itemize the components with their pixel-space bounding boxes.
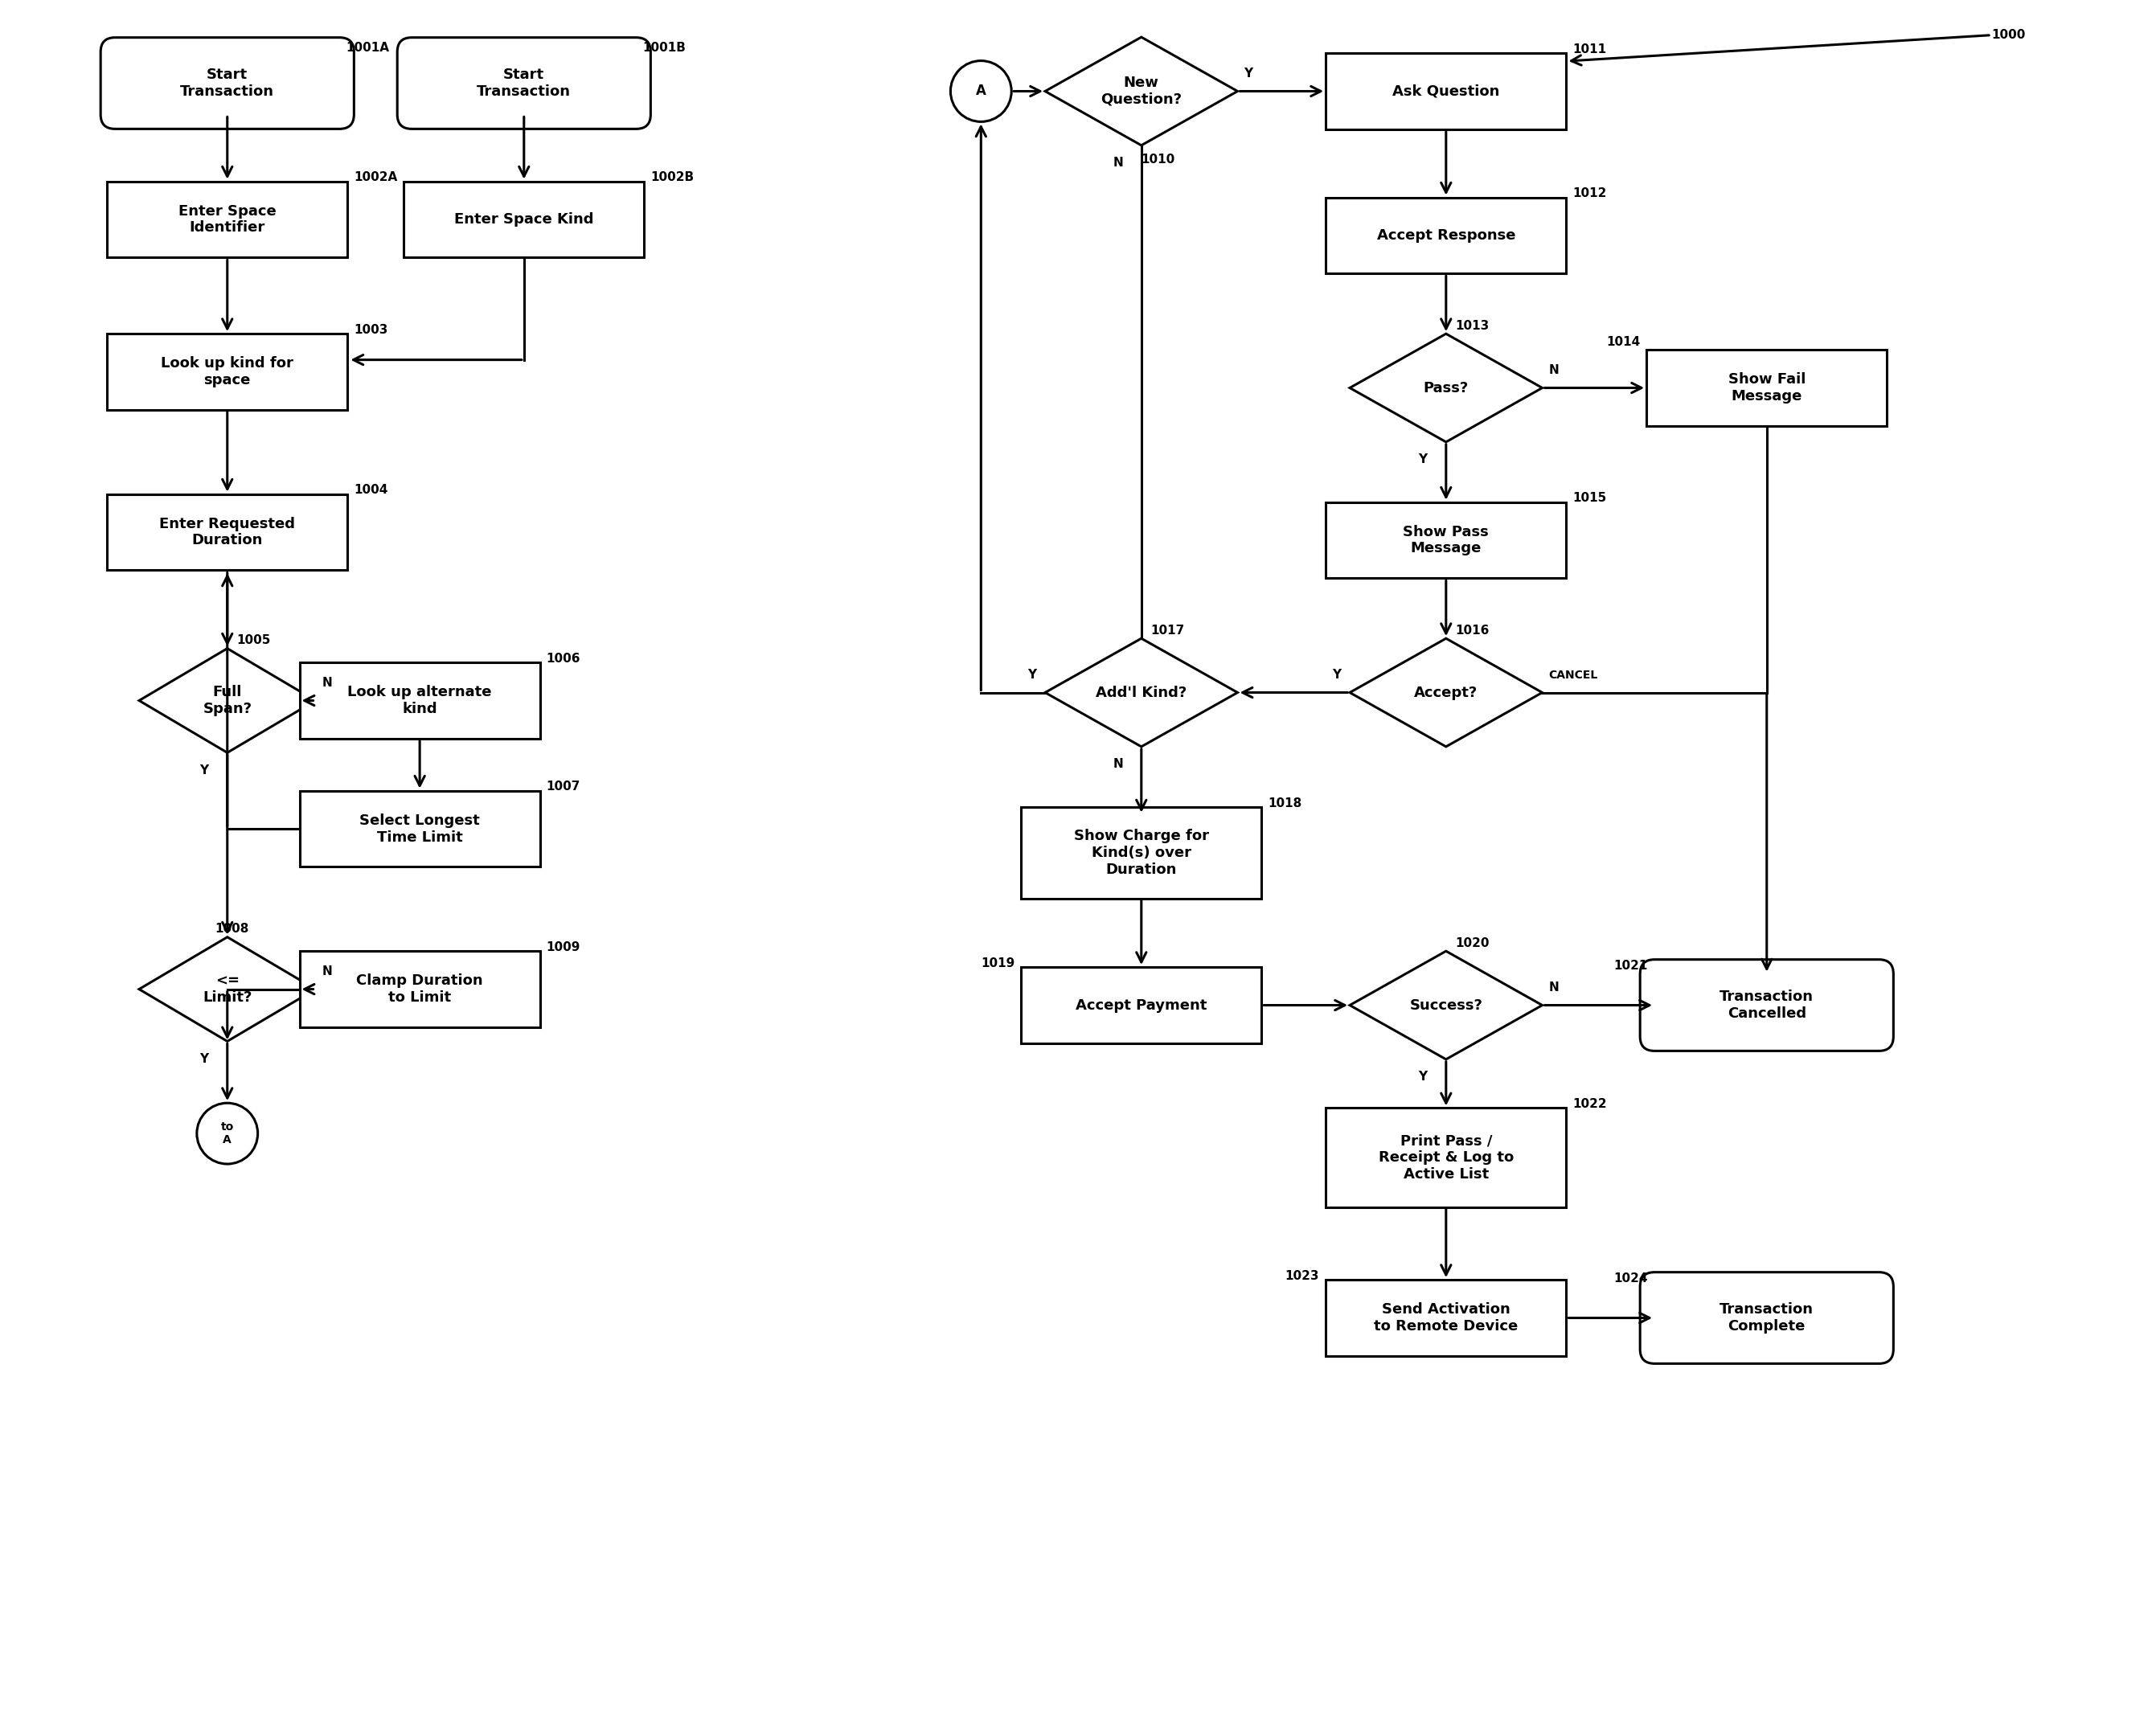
- Text: 1020: 1020: [1455, 936, 1490, 948]
- Text: N: N: [321, 965, 332, 978]
- Text: Send Activation
to Remote Device: Send Activation to Remote Device: [1373, 1303, 1518, 1334]
- Text: N: N: [1112, 759, 1123, 771]
- Text: Transaction
Complete: Transaction Complete: [1720, 1303, 1813, 1334]
- Text: 1004: 1004: [354, 484, 388, 496]
- Text: 1014: 1014: [1606, 336, 1641, 348]
- Text: 1001A: 1001A: [345, 41, 390, 53]
- Bar: [300, 663, 539, 738]
- Text: Show Pass
Message: Show Pass Message: [1404, 525, 1490, 556]
- Text: Enter Space
Identifier: Enter Space Identifier: [179, 203, 276, 236]
- Text: 1023: 1023: [1285, 1270, 1319, 1282]
- Text: 1024: 1024: [1615, 1272, 1647, 1284]
- Text: Accept Payment: Accept Payment: [1076, 998, 1207, 1012]
- Circle shape: [951, 60, 1011, 122]
- Bar: [1022, 967, 1261, 1043]
- Text: Full
Span?: Full Span?: [203, 685, 252, 716]
- Text: Success?: Success?: [1410, 998, 1483, 1012]
- Text: N: N: [321, 676, 332, 688]
- Text: 1003: 1003: [354, 324, 388, 336]
- Text: Show Fail
Message: Show Fail Message: [1727, 372, 1805, 403]
- Text: Add'l Kind?: Add'l Kind?: [1095, 685, 1186, 700]
- Text: 1007: 1007: [545, 781, 580, 793]
- Text: New
Question?: New Question?: [1102, 76, 1181, 107]
- Text: N: N: [1548, 365, 1559, 377]
- Bar: [1022, 807, 1261, 898]
- Text: <=
Limit?: <= Limit?: [203, 974, 252, 1005]
- Bar: [403, 181, 645, 258]
- FancyBboxPatch shape: [101, 38, 354, 129]
- Text: Enter Requested
Duration: Enter Requested Duration: [160, 516, 295, 547]
- Text: 1012: 1012: [1572, 188, 1606, 200]
- Text: 1009: 1009: [545, 941, 580, 953]
- Text: 1010: 1010: [1141, 153, 1175, 165]
- Bar: [300, 952, 539, 1027]
- Text: Show Charge for
Kind(s) over
Duration: Show Charge for Kind(s) over Duration: [1074, 830, 1210, 876]
- Text: N: N: [1112, 157, 1123, 169]
- Polygon shape: [140, 936, 315, 1041]
- Text: Accept?: Accept?: [1414, 685, 1477, 700]
- Text: 1018: 1018: [1268, 797, 1302, 809]
- Text: Y: Y: [1419, 454, 1427, 466]
- Polygon shape: [140, 649, 315, 752]
- FancyBboxPatch shape: [1641, 1272, 1893, 1363]
- Bar: [1647, 349, 1886, 427]
- Polygon shape: [1350, 334, 1542, 442]
- Bar: [108, 181, 347, 258]
- Text: Y: Y: [1419, 1070, 1427, 1083]
- Text: A: A: [977, 84, 985, 98]
- Text: Y: Y: [1244, 67, 1253, 79]
- Polygon shape: [1350, 952, 1542, 1060]
- Text: Clamp Duration
to Limit: Clamp Duration to Limit: [356, 974, 483, 1005]
- Text: Pass?: Pass?: [1423, 380, 1468, 396]
- FancyBboxPatch shape: [1641, 960, 1893, 1052]
- Text: Look up alternate
kind: Look up alternate kind: [347, 685, 492, 716]
- Bar: [1326, 53, 1565, 129]
- Bar: [300, 790, 539, 867]
- Bar: [1326, 1108, 1565, 1206]
- Text: 1001B: 1001B: [642, 41, 686, 53]
- Text: 1017: 1017: [1151, 625, 1186, 637]
- Text: 1000: 1000: [1992, 29, 2024, 41]
- Text: 1006: 1006: [545, 652, 580, 664]
- Bar: [1326, 1280, 1565, 1356]
- Text: Print Pass /
Receipt & Log to
Active List: Print Pass / Receipt & Log to Active Lis…: [1378, 1134, 1514, 1182]
- Text: 1013: 1013: [1455, 320, 1490, 332]
- Text: Y: Y: [1332, 669, 1341, 682]
- Text: N: N: [1548, 981, 1559, 993]
- Text: Enter Space Kind: Enter Space Kind: [455, 212, 593, 227]
- Text: 1002A: 1002A: [354, 172, 397, 184]
- Text: 1008: 1008: [216, 922, 250, 935]
- Bar: [1326, 198, 1565, 274]
- Text: Y: Y: [198, 764, 209, 776]
- FancyBboxPatch shape: [397, 38, 651, 129]
- Polygon shape: [1350, 638, 1542, 747]
- Text: 1005: 1005: [237, 635, 272, 647]
- Bar: [108, 334, 347, 410]
- Text: Select Longest
Time Limit: Select Longest Time Limit: [360, 814, 481, 845]
- Text: Accept Response: Accept Response: [1378, 229, 1516, 243]
- Text: Start
Transaction: Start Transaction: [476, 67, 571, 98]
- Text: 1002B: 1002B: [651, 172, 694, 184]
- Text: Y: Y: [1028, 669, 1037, 682]
- Text: Look up kind for
space: Look up kind for space: [162, 356, 293, 387]
- Text: 1019: 1019: [981, 957, 1015, 969]
- Text: to
A: to A: [220, 1122, 233, 1146]
- Text: 1015: 1015: [1572, 492, 1606, 504]
- Circle shape: [196, 1103, 259, 1163]
- Polygon shape: [1046, 38, 1238, 145]
- Text: CANCEL: CANCEL: [1548, 669, 1598, 680]
- Text: 1022: 1022: [1572, 1098, 1606, 1110]
- Text: 1016: 1016: [1455, 625, 1490, 637]
- Polygon shape: [1046, 638, 1238, 747]
- Bar: [108, 494, 347, 570]
- Text: Y: Y: [198, 1053, 209, 1065]
- Text: Start
Transaction: Start Transaction: [181, 67, 274, 98]
- Text: 1021: 1021: [1615, 960, 1647, 972]
- Text: 1011: 1011: [1572, 43, 1606, 55]
- Text: Transaction
Cancelled: Transaction Cancelled: [1720, 990, 1813, 1021]
- Text: Ask Question: Ask Question: [1393, 84, 1501, 98]
- Bar: [1326, 503, 1565, 578]
